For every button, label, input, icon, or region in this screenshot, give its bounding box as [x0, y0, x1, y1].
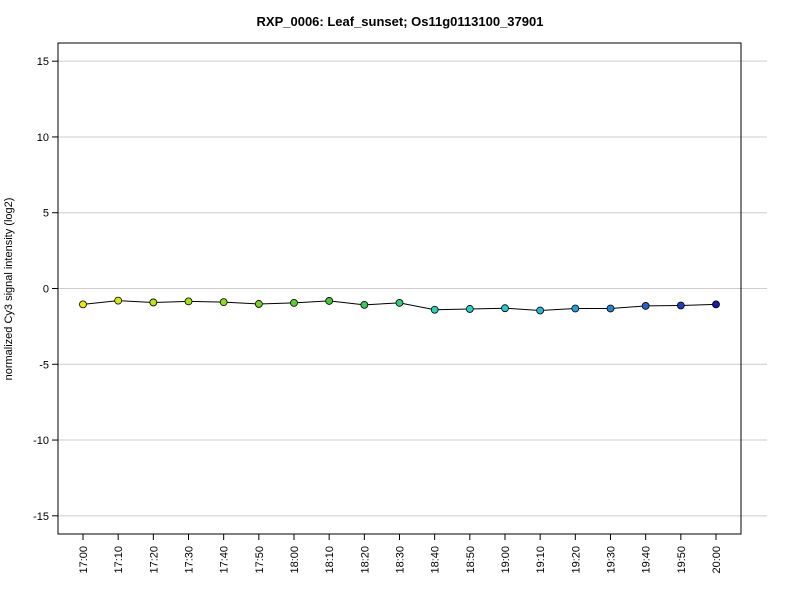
chart-title: RXP_0006: Leaf_sunset; Os11g0113100_3790… [257, 14, 544, 29]
data-point [325, 297, 334, 305]
x-tick-label: 17:20 [148, 546, 160, 574]
data-point [641, 302, 650, 310]
x-tick-label: 19:30 [606, 546, 618, 574]
x-tick-label: 18:20 [359, 546, 371, 574]
x-tick-label: 17:50 [254, 546, 266, 574]
x-tick-label: 19:40 [641, 546, 653, 574]
x-axis: 17:00 17:10 17:20 17:30 17:40 17:50 18:00 18:10… [78, 533, 723, 574]
series-layer [79, 296, 720, 315]
x-tick-label: 18:10 [324, 546, 336, 574]
data-point [184, 297, 193, 306]
x-tick-label: 18:40 [430, 546, 442, 574]
y-axis-label: normalized Cy3 signal intensity (log2) [3, 198, 15, 381]
x-tick-label: 17:40 [219, 546, 231, 574]
data-point [149, 298, 158, 307]
data-point [606, 304, 615, 313]
y-tick-label: 0 [43, 284, 49, 296]
x-tick-label: 19:10 [535, 546, 547, 574]
x-tick-label: 17:30 [184, 546, 196, 574]
x-tick-label: 17:10 [113, 546, 125, 574]
data-point [465, 305, 474, 313]
data-point [79, 300, 87, 309]
data-point [254, 300, 263, 308]
y-tick-label: 10 [37, 132, 49, 144]
y-tick-label: 5 [43, 208, 49, 220]
grid-lines [58, 60, 767, 517]
data-point [219, 298, 228, 307]
data-point [501, 304, 509, 313]
x-tick-label: 20:00 [711, 546, 723, 574]
data-point [712, 300, 720, 309]
y-tick-label: -10 [33, 435, 49, 447]
x-tick-label: 17:00 [78, 546, 90, 574]
x-tick-label: 19:50 [676, 546, 688, 574]
data-point [571, 304, 580, 313]
x-tick-label: 19:20 [570, 546, 582, 574]
data-point [290, 298, 298, 307]
x-tick-label: 18:00 [289, 546, 301, 574]
data-point [395, 298, 404, 307]
data-point [360, 300, 369, 309]
y-tick-label: 15 [37, 56, 49, 68]
data-point [536, 306, 545, 315]
y-tick-label: -15 [33, 511, 49, 523]
x-tick-label: 19:00 [500, 546, 512, 574]
data-point [114, 296, 123, 305]
y-tick-label: -5 [39, 359, 49, 371]
data-point [676, 301, 685, 310]
x-tick-label: 18:30 [395, 546, 407, 574]
y-axis: -15 -10 -5 0 5 10 15 [33, 56, 58, 523]
data-point [430, 305, 439, 314]
x-tick-label: 18:50 [465, 546, 477, 574]
